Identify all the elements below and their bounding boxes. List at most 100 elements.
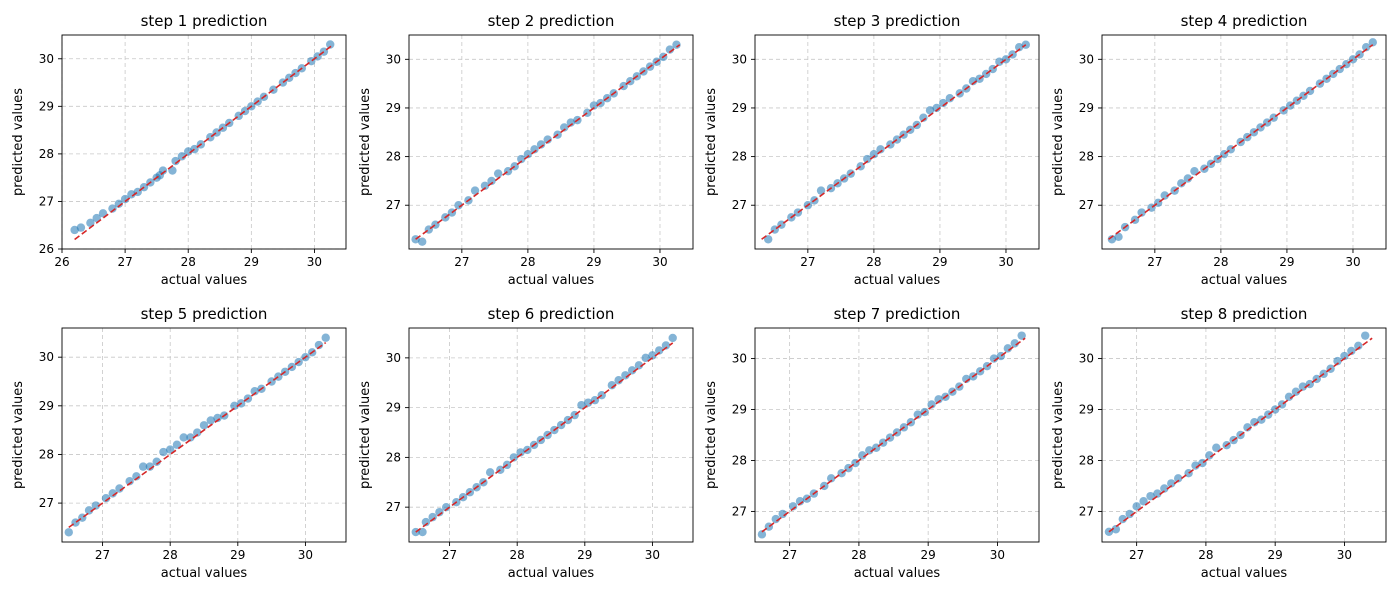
data-point bbox=[788, 502, 798, 511]
subplot-6: 27 28 29 30 27 28 29 30 step 6 prediction actual … bbox=[358, 305, 694, 581]
y-tick-label: 28 bbox=[1079, 453, 1094, 467]
data-point bbox=[480, 181, 490, 190]
y-tick-label: 28 bbox=[39, 447, 54, 461]
data-point bbox=[1137, 208, 1146, 217]
subplot-7: 27 28 29 30 27 28 29 30 step 7 prediction actual … bbox=[704, 305, 1040, 581]
x-tick-label: 27 bbox=[117, 255, 132, 269]
data-point bbox=[120, 194, 130, 204]
data-point bbox=[543, 135, 552, 144]
y-axis-label: predicted values bbox=[704, 381, 719, 489]
data-point bbox=[927, 400, 936, 409]
data-point bbox=[132, 472, 141, 481]
x-tick-label: 28 bbox=[1213, 255, 1228, 269]
data-point bbox=[536, 140, 546, 149]
x-tick-label: 27 bbox=[1147, 255, 1162, 269]
y-tick-label: 28 bbox=[1079, 150, 1094, 164]
data-point bbox=[1177, 179, 1186, 188]
data-point bbox=[932, 103, 941, 113]
x-tick-label: 30 bbox=[652, 255, 667, 269]
subplot-title: step 3 prediction bbox=[834, 12, 961, 30]
data-point bbox=[1114, 232, 1123, 242]
x-axis-label: actual values bbox=[161, 273, 248, 288]
data-point bbox=[771, 514, 780, 524]
data-point bbox=[1368, 38, 1377, 47]
data-point bbox=[152, 457, 161, 466]
data-point bbox=[778, 509, 787, 519]
x-axis-label: actual values bbox=[854, 273, 941, 288]
axes-frame bbox=[61, 327, 347, 543]
data-point bbox=[939, 98, 948, 108]
data-point bbox=[213, 413, 222, 423]
subplot-title: step 8 prediction bbox=[1181, 305, 1308, 323]
data-point bbox=[614, 376, 623, 385]
data-point bbox=[1205, 451, 1214, 460]
data-point bbox=[757, 530, 767, 539]
data-point bbox=[206, 416, 215, 425]
data-point bbox=[418, 237, 427, 246]
data-point bbox=[70, 225, 79, 235]
data-point bbox=[634, 361, 644, 370]
axes-frame bbox=[1101, 34, 1387, 250]
data-point bbox=[816, 186, 826, 195]
subplot-1: 26 27 28 29 30 26 27 28 29 30 step 1 prediction act… bbox=[11, 12, 347, 288]
data-point bbox=[314, 340, 324, 350]
data-point bbox=[487, 176, 496, 186]
y-axis-label: predicted values bbox=[704, 88, 719, 196]
axes-frame bbox=[408, 327, 694, 543]
data-point bbox=[1250, 418, 1259, 427]
data-point bbox=[530, 145, 539, 154]
y-tick-label: 29 bbox=[386, 401, 401, 415]
subplot-5: 27 28 29 30 27 28 29 30 step 5 prediction actual … bbox=[11, 305, 347, 581]
data-point bbox=[1167, 479, 1176, 488]
data-point bbox=[1014, 42, 1024, 52]
x-tick-label: 30 bbox=[307, 255, 322, 269]
data-point bbox=[326, 40, 335, 49]
x-tick-label: 28 bbox=[851, 548, 866, 562]
data-point bbox=[962, 374, 971, 384]
data-point bbox=[86, 218, 95, 228]
data-point bbox=[560, 123, 569, 132]
y-tick-label: 27 bbox=[386, 198, 401, 212]
subplot-title: step 6 prediction bbox=[488, 305, 615, 323]
data-point bbox=[865, 446, 874, 455]
y-tick-label: 27 bbox=[386, 500, 401, 514]
axes-frame bbox=[754, 34, 1040, 250]
data-point bbox=[968, 77, 978, 86]
data-point bbox=[665, 45, 675, 54]
y-axis-label: predicted values bbox=[1051, 381, 1066, 489]
data-point bbox=[1153, 489, 1162, 498]
data-point bbox=[158, 166, 168, 175]
data-point bbox=[913, 410, 922, 419]
x-tick-label: 27 bbox=[782, 548, 797, 562]
data-point bbox=[523, 149, 533, 159]
x-tick-label: 26 bbox=[54, 255, 69, 269]
data-point bbox=[108, 204, 117, 213]
y-tick-label: 29 bbox=[732, 101, 747, 115]
data-point bbox=[1212, 443, 1221, 452]
data-point bbox=[250, 387, 259, 396]
data-point bbox=[1190, 166, 1199, 176]
data-point bbox=[172, 440, 182, 449]
data-point bbox=[1361, 331, 1370, 340]
data-point bbox=[1017, 331, 1026, 340]
y-tick-label: 28 bbox=[732, 150, 747, 164]
data-point bbox=[145, 462, 155, 471]
y-tick-label: 27 bbox=[732, 504, 747, 518]
data-point bbox=[641, 353, 650, 363]
data-point bbox=[934, 395, 943, 404]
data-point bbox=[607, 381, 617, 390]
data-point bbox=[101, 494, 111, 503]
y-tick-label: 27 bbox=[39, 194, 54, 208]
y-tick-label: 30 bbox=[732, 52, 747, 66]
data-point bbox=[1340, 351, 1349, 361]
data-point bbox=[115, 484, 124, 493]
data-point bbox=[179, 433, 188, 442]
data-point bbox=[1160, 191, 1169, 200]
data-point bbox=[1118, 514, 1127, 524]
data-point bbox=[627, 366, 637, 375]
data-point bbox=[1010, 339, 1019, 348]
data-point bbox=[566, 118, 576, 127]
y-tick-label: 29 bbox=[386, 101, 401, 115]
data-point bbox=[1298, 382, 1308, 391]
